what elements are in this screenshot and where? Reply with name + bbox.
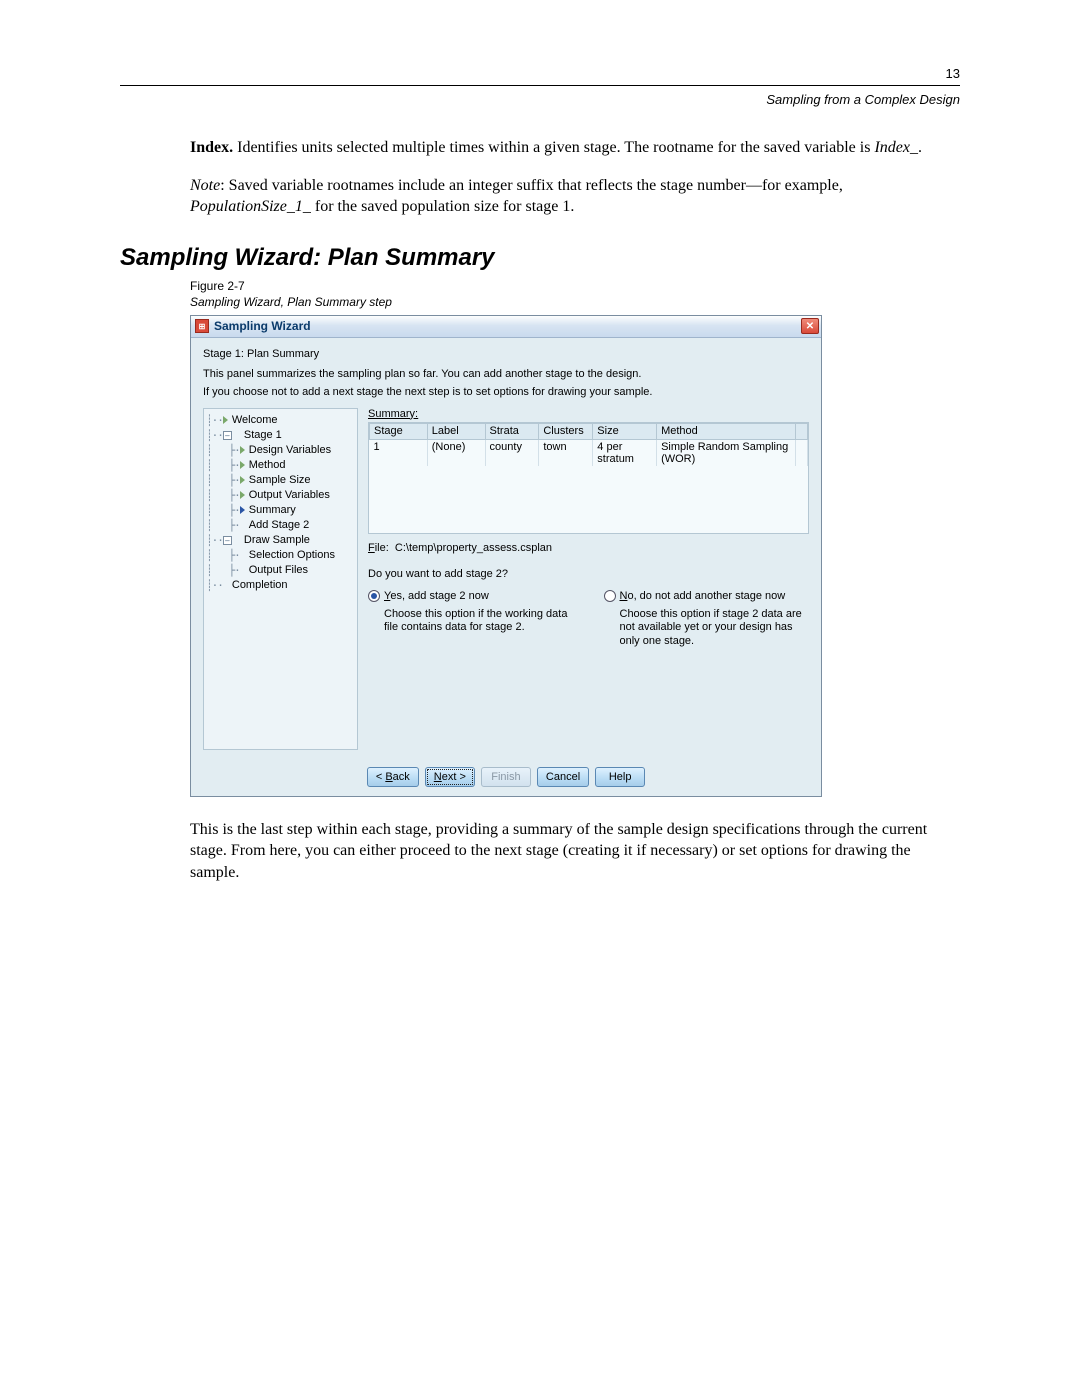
tree-item[interactable]: ┊··Completion <box>206 578 355 593</box>
table-header: Clusters <box>539 423 593 439</box>
option-no[interactable]: No, do not add another stage now Choose … <box>604 590 810 649</box>
finish-button: Finish <box>481 767 531 787</box>
dialog-title: Sampling Wizard <box>214 319 801 333</box>
option-no-desc: Choose this option if stage 2 data are n… <box>620 608 810 649</box>
table-header: Stage <box>370 423 428 439</box>
option-no-label: No, do not add another stage now <box>620 590 786 602</box>
panel-desc-1: This panel summarizes the sampling plan … <box>203 368 809 380</box>
summary-table: StageLabelStrataClustersSizeMethod1(None… <box>368 422 809 534</box>
tree-item[interactable]: ┊··–Draw Sample <box>206 533 355 548</box>
summary-label: Summary: <box>368 408 418 420</box>
tree-item[interactable]: ┊ ├·Output Files <box>206 563 355 578</box>
table-header: Method <box>657 423 796 439</box>
option-yes-label: Yes, add stage 2 now <box>384 590 489 602</box>
tree-item[interactable]: ┊··Welcome <box>206 413 355 428</box>
section-heading: Sampling Wizard: Plan Summary <box>120 244 960 272</box>
radio-icon[interactable] <box>604 590 616 602</box>
table-header: Label <box>427 423 485 439</box>
option-yes-desc: Choose this option if the working data f… <box>384 608 574 636</box>
table-header: Size <box>593 423 657 439</box>
sampling-wizard-dialog: ⊞ Sampling Wizard ✕ Stage 1: Plan Summar… <box>190 315 822 797</box>
after-figure-paragraph: This is the last step within each stage,… <box>190 819 960 884</box>
add-stage-question: Do you want to add stage 2? <box>368 568 809 580</box>
file-line: File: C:\temp\property_assess.csplan <box>368 542 809 554</box>
tree-item[interactable]: ┊ ├·Output Variables <box>206 488 355 503</box>
help-button[interactable]: Help <box>595 767 645 787</box>
index-paragraph: Index. Identifies units selected multipl… <box>190 137 960 159</box>
tree-item[interactable]: ┊ ├·Selection Options <box>206 548 355 563</box>
tree-item[interactable]: ┊ ├·Method <box>206 458 355 473</box>
tree-item[interactable]: ┊··–Stage 1 <box>206 428 355 443</box>
app-icon: ⊞ <box>195 319 209 333</box>
page-number: 13 <box>946 66 960 81</box>
chapter-title: Sampling from a Complex Design <box>120 92 960 107</box>
note-paragraph: Note: Saved variable rootnames include a… <box>190 175 960 218</box>
table-header: Strata <box>485 423 539 439</box>
close-icon[interactable]: ✕ <box>801 318 819 334</box>
next-button[interactable]: Next > <box>425 767 475 787</box>
button-bar: < Back Next > Finish Cancel Help <box>191 758 821 796</box>
panel-desc-2: If you choose not to add a next stage th… <box>203 386 809 398</box>
tree-item[interactable]: ┊ ├·Add Stage 2 <box>206 518 355 533</box>
table-row: 1(None)countytown4 per stratumSimple Ran… <box>370 439 808 466</box>
tree-item[interactable]: ┊ ├·Sample Size <box>206 473 355 488</box>
wizard-nav-tree[interactable]: ┊··Welcome┊··–Stage 1┊ ├·Design Variable… <box>203 408 358 750</box>
tree-item[interactable]: ┊ ├·Design Variables <box>206 443 355 458</box>
cancel-button[interactable]: Cancel <box>537 767 589 787</box>
panel-title: Stage 1: Plan Summary <box>203 348 809 360</box>
back-button[interactable]: < Back <box>367 767 419 787</box>
option-yes[interactable]: Yes, add stage 2 now Choose this option … <box>368 590 574 649</box>
figure-caption: Sampling Wizard, Plan Summary step <box>190 295 960 309</box>
titlebar: ⊞ Sampling Wizard ✕ <box>191 316 821 338</box>
tree-item[interactable]: ┊ ├·Summary <box>206 503 355 518</box>
radio-icon[interactable] <box>368 590 380 602</box>
figure-label: Figure 2-7 <box>190 278 960 295</box>
